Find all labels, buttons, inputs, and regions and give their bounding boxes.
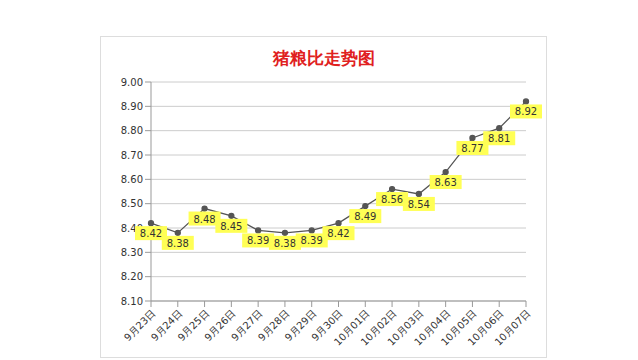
svg-text:8.60: 8.60 bbox=[121, 174, 143, 185]
svg-text:8.63: 8.63 bbox=[435, 177, 457, 188]
svg-text:10月07日: 10月07日 bbox=[493, 308, 533, 348]
svg-text:8.42: 8.42 bbox=[327, 228, 349, 239]
svg-text:8.42: 8.42 bbox=[140, 228, 162, 239]
svg-text:8.40: 8.40 bbox=[120, 222, 143, 234]
svg-text:10月03日: 10月03日 bbox=[385, 307, 426, 348]
svg-text:9月30日: 9月30日 bbox=[309, 307, 345, 344]
svg-text:10月04日: 10月04日 bbox=[412, 307, 453, 348]
svg-text:8.38: 8.38 bbox=[274, 238, 296, 249]
svg-text:9月28日: 9月28日 bbox=[255, 307, 292, 344]
svg-text:8.80: 8.80 bbox=[121, 125, 143, 136]
svg-text:8.48: 8.48 bbox=[193, 214, 215, 225]
svg-text:9月24日: 9月24日 bbox=[148, 307, 185, 344]
svg-text:10月01日: 10月01日 bbox=[331, 307, 372, 348]
svg-text:10月06日: 10月06日 bbox=[465, 307, 506, 348]
svg-text:9.00: 9.00 bbox=[121, 77, 143, 88]
svg-text:8.92: 8.92 bbox=[515, 106, 537, 117]
svg-text:8.30: 8.30 bbox=[121, 247, 143, 258]
svg-text:8.49: 8.49 bbox=[354, 211, 376, 222]
svg-text:8.56: 8.56 bbox=[381, 194, 403, 205]
svg-text:8.90: 8.90 bbox=[121, 101, 143, 112]
svg-text:9月26日: 9月26日 bbox=[202, 307, 238, 344]
svg-text:10月02日: 10月02日 bbox=[358, 307, 399, 348]
svg-text:8.45: 8.45 bbox=[220, 221, 242, 232]
svg-text:8.50: 8.50 bbox=[121, 198, 143, 209]
svg-text:8.54: 8.54 bbox=[408, 199, 430, 210]
svg-text:8.38: 8.38 bbox=[167, 238, 189, 249]
svg-text:8.39: 8.39 bbox=[247, 235, 269, 246]
html-text:猪粮比走势图: 猪粮比走势图 bbox=[272, 48, 375, 68]
svg-text:8.10: 8.10 bbox=[121, 296, 143, 307]
svg-text:8.70: 8.70 bbox=[121, 150, 143, 161]
svg-text:9月25日: 9月25日 bbox=[175, 307, 211, 344]
svg-text:10月05日: 10月05日 bbox=[438, 307, 479, 348]
svg-text:9月27日: 9月27日 bbox=[229, 307, 265, 344]
svg-text:9月29日: 9月29日 bbox=[282, 307, 319, 344]
svg-text:9月23日: 9月23日 bbox=[122, 307, 158, 344]
svg-text:8.77: 8.77 bbox=[461, 143, 483, 154]
svg-text:8.39: 8.39 bbox=[301, 235, 323, 246]
svg-text:8.81: 8.81 bbox=[488, 133, 510, 144]
svg-text:8.20: 8.20 bbox=[121, 271, 143, 282]
